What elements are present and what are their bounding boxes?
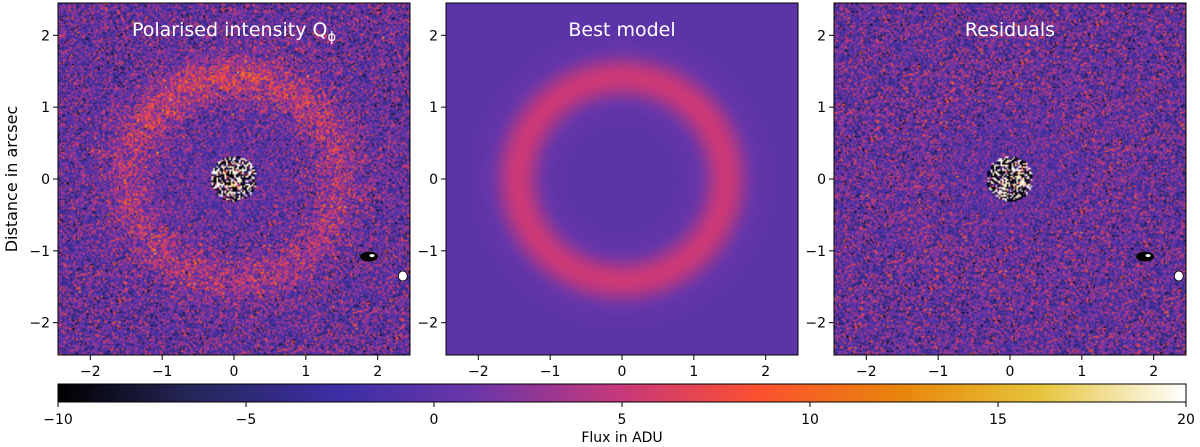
x-tick-label: 1	[301, 364, 310, 380]
y-tick-label: 2	[41, 28, 50, 44]
colorbar-tick-label: 0	[430, 412, 439, 428]
y-tick-label: −2	[805, 316, 826, 332]
beam-marker	[1173, 270, 1184, 282]
y-tick-label: −2	[29, 316, 50, 332]
y-tick-label: 2	[429, 28, 438, 44]
x-tick-label: 2	[373, 364, 382, 380]
x-tick-label: 0	[230, 364, 239, 380]
heatmap-image	[834, 3, 1186, 355]
x-tick-label: 2	[1149, 364, 1158, 380]
colorbar-tick-label: 20	[1177, 412, 1195, 428]
y-axis-label: Distance in arcsec	[2, 106, 21, 253]
x-tick-label: 2	[761, 364, 770, 380]
heatmap-image	[446, 3, 798, 355]
colorbar-label: Flux in ADU	[581, 430, 662, 446]
x-tick-label: 1	[1077, 364, 1086, 380]
y-tick-label: −1	[29, 244, 50, 260]
y-tick-label: 0	[41, 172, 50, 188]
x-tick-label: −1	[540, 364, 561, 380]
y-tick-label: 1	[817, 100, 826, 116]
panel-1: −2 −1 0 1 2 −2 −1 0 1 2 Polarised intensity Qϕ Dist…	[2, 2, 411, 380]
companion-core	[1145, 254, 1151, 258]
colorbar-tick-label: −10	[43, 412, 73, 428]
y-tick-label: −1	[805, 244, 826, 260]
y-tick-label: 0	[817, 172, 826, 188]
companion-mask	[360, 251, 379, 262]
companion-core	[369, 254, 375, 258]
colorbar-tick-label: 10	[801, 412, 819, 428]
x-tick-label: −2	[856, 364, 877, 380]
companion-mask	[1136, 251, 1155, 262]
y-tick-label: 1	[429, 100, 438, 116]
x-tick-label: 0	[618, 364, 627, 380]
y-tick-label: −1	[417, 244, 438, 260]
x-tick-label: 0	[1006, 364, 1015, 380]
y-tick-label: 0	[429, 172, 438, 188]
panel-title: Residuals	[965, 19, 1055, 41]
panel-title: Best model	[568, 19, 675, 41]
colorbar: −10 −5 0 5 10 15 20 Flux in ADU	[43, 383, 1195, 446]
panels: −2 −1 0 1 2 −2 −1 0 1 2 Polarised intensity Qϕ Dist…	[2, 2, 1187, 380]
colorbar-gradient	[57, 383, 1187, 403]
x-tick-label: 1	[689, 364, 698, 380]
y-tick-label: 2	[817, 28, 826, 44]
y-tick-label: 1	[41, 100, 50, 116]
colorbar-tick-label: 5	[618, 412, 627, 428]
panel-3: −2 −1 0 1 2 −2 −1 0 1 2 Residuals	[805, 2, 1187, 380]
x-tick-label: −2	[468, 364, 489, 380]
heatmap-image	[58, 3, 410, 355]
panel-title: Polarised intensity Qϕ	[132, 19, 336, 45]
y-tick-label: −2	[417, 316, 438, 332]
x-tick-label: −1	[928, 364, 949, 380]
x-tick-label: −2	[80, 364, 101, 380]
colorbar-tick-label: −5	[236, 412, 257, 428]
colorbar-tick-label: 15	[989, 412, 1007, 428]
beam-marker	[397, 270, 408, 282]
panel-2: −2 −1 0 1 2 −2 −1 0 1 2 Best model	[417, 2, 799, 380]
x-tick-label: −1	[152, 364, 173, 380]
